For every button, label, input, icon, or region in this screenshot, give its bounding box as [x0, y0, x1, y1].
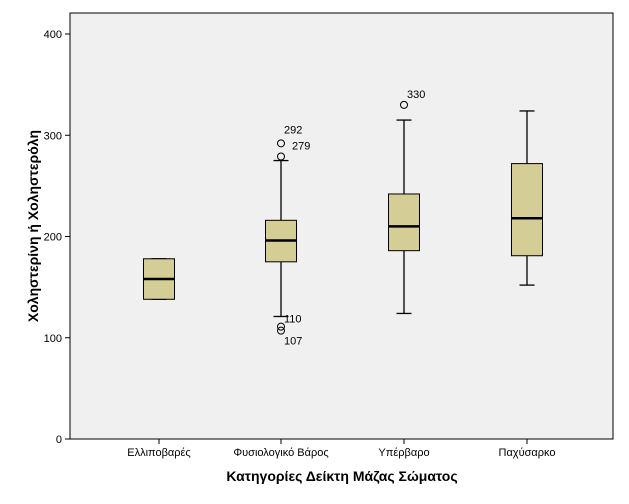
box-1 [143, 258, 175, 300]
y-tick-label: 400 [44, 29, 62, 41]
x-tick-label: Ελλιποβαρές [127, 447, 190, 459]
x-tick-label: Υπέρβαρο [378, 447, 429, 459]
box-4 [511, 110, 543, 286]
x-tick-label: Φυσιολογικό Βάρος [233, 447, 328, 459]
outlier-point [400, 100, 408, 109]
box-3: 330 [388, 89, 425, 315]
x-axis-title: Κατηγορίες Δείκτη Μάζας Σώματος [226, 468, 457, 484]
iqr-box [388, 193, 420, 252]
y-tick-label: 0 [56, 434, 62, 446]
outlier-point [277, 139, 285, 148]
y-tick-label: 100 [44, 333, 62, 345]
outlier-label: 330 [407, 89, 425, 101]
y-tick-label: 200 [44, 232, 62, 244]
y-axis-title: Χοληστερίνη ή Χοληστερόλη [25, 130, 41, 322]
y-tick-label: 300 [44, 130, 62, 142]
outlier-label: 292 [284, 124, 302, 136]
box-2: 292 279 110 107 [265, 124, 310, 348]
outlier-point [277, 152, 285, 161]
outlier-point [277, 326, 285, 335]
outlier-label: 107 [284, 336, 302, 348]
outlier-point [277, 322, 285, 331]
outlier-label: 110 [284, 314, 302, 326]
outlier-label: 279 [292, 141, 310, 153]
x-tick-label: Παχύσαρκο [499, 447, 556, 459]
iqr-box [511, 163, 543, 257]
